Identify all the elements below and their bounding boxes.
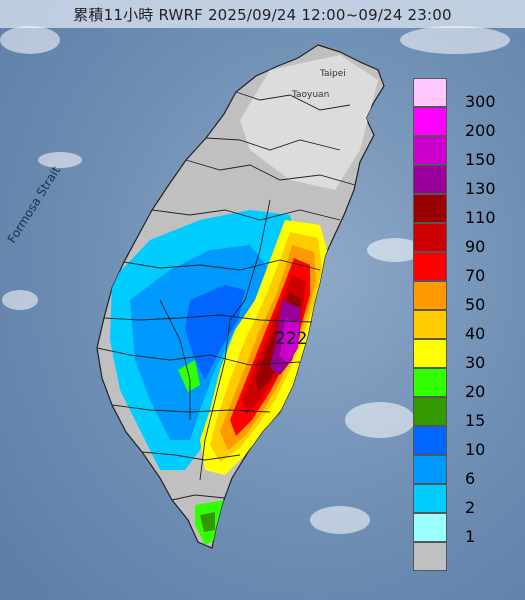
map-title: 累積11小時 RWRF 2025/09/24 12:00~09/24 23:00	[73, 6, 452, 24]
legend-label: 20	[465, 382, 486, 401]
legend-swatch	[413, 165, 447, 194]
legend-swatch	[413, 223, 447, 252]
legend-label: 2	[465, 498, 476, 517]
legend-label: 70	[465, 266, 486, 285]
legend-label: 6	[465, 469, 476, 488]
title-band	[0, 0, 525, 28]
legend-swatch	[413, 426, 447, 455]
legend-swatch	[413, 513, 447, 542]
legend-label: 150	[465, 150, 496, 169]
legend-label: 1	[465, 527, 476, 546]
legend-swatch	[413, 281, 447, 310]
sea-clouds	[0, 26, 510, 534]
legend-swatch	[413, 78, 447, 107]
legend-label: 110	[465, 208, 496, 227]
legend-label: 40	[465, 324, 486, 343]
legend-label: 300	[465, 92, 496, 111]
legend-swatch	[413, 455, 447, 484]
legend-label: 200	[465, 121, 496, 140]
legend-label: 50	[465, 295, 486, 314]
legend-swatch	[413, 368, 447, 397]
legend-swatch	[413, 339, 447, 368]
legend-swatch	[413, 484, 447, 513]
max-rainfall-value: 222	[275, 329, 307, 349]
legend-swatch	[413, 136, 447, 165]
rain-band-15mm	[200, 512, 215, 532]
legend-label: 130	[465, 179, 496, 198]
legend-label: 30	[465, 353, 486, 372]
legend-swatch	[413, 107, 447, 136]
taoyuan-label: Taoyuan	[291, 90, 329, 100]
boundary-lines	[96, 91, 356, 501]
legend-label: 15	[465, 411, 486, 430]
legend-label: 90	[465, 237, 486, 256]
legend-swatch	[413, 397, 447, 426]
rain-150mm	[280, 318, 300, 364]
legend-label: 10	[465, 440, 486, 459]
legend-swatch	[413, 194, 447, 223]
terrain-north	[240, 55, 378, 190]
taipei-label: Taipei	[319, 69, 346, 79]
legend-swatch	[413, 310, 447, 339]
legend-swatch	[413, 252, 447, 281]
legend-swatch	[413, 542, 447, 571]
